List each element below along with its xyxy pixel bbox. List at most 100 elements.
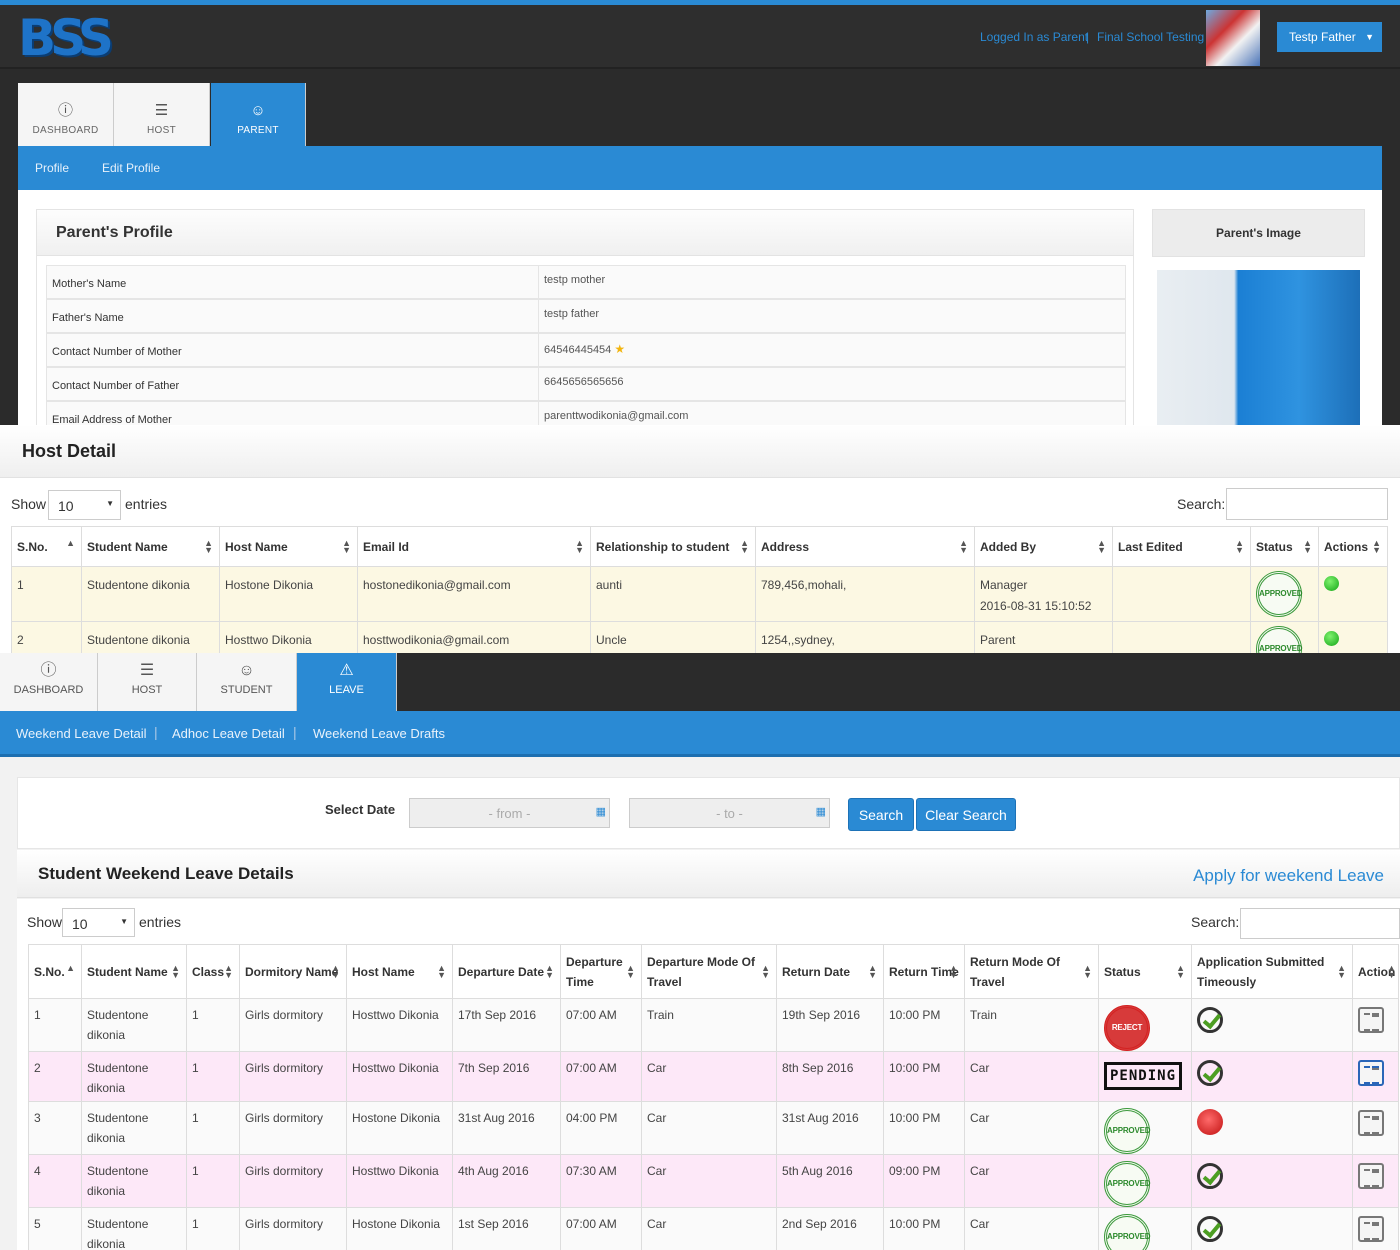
view-details-icon[interactable]: [1358, 1060, 1384, 1086]
leave-details-title: Student Weekend Leave Details: [38, 864, 294, 883]
tab-leave-label: LEAVE: [329, 684, 364, 696]
host-detail-screen: Host Detail Show 10 ▼ entries Search: S.N…: [0, 425, 1400, 653]
cell-email: hostonedikonia@gmail.com: [357, 566, 591, 622]
user-menu-label: Testp Father: [1289, 30, 1356, 44]
col-address[interactable]: Address ▲ ▼: [755, 526, 975, 567]
col-sno[interactable]: S.No. ▲: [28, 944, 82, 999]
tab-leave[interactable]: ⚠ LEAVE: [297, 653, 397, 711]
page-size-select[interactable]: 10 ▼: [62, 908, 135, 937]
col-host-name[interactable]: Host Name ▲ ▼: [219, 526, 358, 567]
col-departure-mode[interactable]: Departure Mode Of Travel ▲ ▼: [641, 944, 777, 999]
col-status[interactable]: Status ▲ ▼: [1098, 944, 1192, 999]
calendar-icon[interactable]: ▦: [815, 806, 826, 818]
subnav-weekend-leave-drafts[interactable]: Weekend Leave Drafts: [313, 726, 445, 741]
subnav-profile[interactable]: Profile: [35, 161, 70, 175]
profile-value: 6645656565656: [538, 368, 1127, 402]
apply-weekend-leave-link[interactable]: Apply for weekend Leave: [1193, 866, 1384, 885]
profile-value: testp mother: [538, 266, 1127, 300]
cell-sno: 1: [28, 998, 82, 1052]
logged-in-link[interactable]: Logged In as Parent: [980, 30, 1089, 44]
bss-logo[interactable]: BSS: [18, 9, 114, 67]
tab-dashboard[interactable]: ⓘ DASHBOARD: [18, 83, 114, 146]
view-details-icon[interactable]: [1358, 1216, 1384, 1242]
smiley-icon: ☺: [250, 102, 266, 119]
user-menu-button[interactable]: Testp Father ▼: [1277, 22, 1382, 52]
col-submitted-timeously[interactable]: Application Submitted Timeously ▲ ▼: [1191, 944, 1353, 999]
late-submission-icon: [1197, 1109, 1223, 1135]
col-return-time[interactable]: Return Time ▲ ▼: [883, 944, 965, 999]
clear-search-button[interactable]: Clear Search: [916, 798, 1016, 831]
added-by-date: 2016-08-31 15:10:52: [980, 599, 1092, 613]
from-date-input[interactable]: - from - ▦: [409, 798, 610, 828]
cell-address: 1254,,sydney,: [755, 621, 975, 653]
subnav-adhoc-leave-detail[interactable]: Adhoc Leave Detail: [172, 726, 285, 741]
col-sno[interactable]: S.No. ▲: [11, 526, 82, 567]
user-avatar[interactable]: [1206, 10, 1260, 66]
cell-student: Studentone dikonia: [81, 1101, 187, 1155]
col-return-date[interactable]: Return Date ▲ ▼: [776, 944, 884, 999]
tab-host[interactable]: ☰ HOST: [114, 83, 210, 146]
col-actions[interactable]: Actions ▲ ▼: [1318, 526, 1388, 567]
tab-host[interactable]: ☰ HOST: [98, 653, 197, 711]
app-header: [0, 5, 1400, 69]
cell-return-date: 19th Sep 2016: [776, 998, 884, 1052]
col-host-name[interactable]: Host Name ▲ ▼: [346, 944, 453, 999]
col-return-mode[interactable]: Return Mode Of Travel ▲ ▼: [964, 944, 1099, 999]
leave-search-input[interactable]: [1240, 908, 1400, 939]
calendar-icon[interactable]: ▦: [595, 806, 606, 818]
cell-return-time: 10:00 PM: [883, 998, 965, 1052]
cell-departure-time: 07:00 AM: [560, 998, 642, 1052]
col-class[interactable]: Class ▲ ▼: [186, 944, 240, 999]
col-label: Departure Date: [458, 964, 545, 979]
sort-icon: ▲ ▼: [1176, 963, 1185, 980]
tab-parent[interactable]: ☺ PARENT: [211, 83, 306, 146]
col-dormitory[interactable]: Dormitory Name ▲ ▼: [239, 944, 347, 999]
col-email[interactable]: Email Id ▲ ▼: [357, 526, 591, 567]
search-button[interactable]: Search: [848, 798, 914, 831]
profile-value: 64546445454 ★: [538, 334, 1127, 368]
subnav-edit-profile[interactable]: Edit Profile: [102, 161, 161, 175]
col-departure-time[interactable]: Departure Time ▲ ▼: [560, 944, 642, 999]
leave-table: S.No. ▲ Student Name ▲ ▼ Class ▲ ▼ Dormitory …: [28, 944, 1399, 1250]
col-label: Return Time: [889, 964, 959, 979]
tab-dashboard[interactable]: ⓘ DASHBOARD: [0, 653, 98, 711]
cell-departure-date: 31st Aug 2016: [452, 1101, 561, 1155]
col-label: Address: [761, 539, 810, 554]
profile-row: Contact Number of Mother 64546445454 ★: [46, 333, 1127, 368]
caret-down-icon: ▼: [120, 917, 128, 926]
col-added-by[interactable]: Added By ▲ ▼: [974, 526, 1113, 567]
col-relationship[interactable]: Relationship to student ▲ ▼: [590, 526, 756, 567]
to-date-input[interactable]: - to - ▦: [629, 798, 830, 828]
tab-student[interactable]: ☺ STUDENT: [197, 653, 297, 711]
cell-action: [1352, 1051, 1399, 1102]
cell-return-time: 10:00 PM: [883, 1101, 965, 1155]
col-action[interactable]: Action ▲ ▼: [1352, 944, 1399, 999]
col-label: Class: [192, 964, 225, 979]
col-last-edited[interactable]: Last Edited ▲ ▼: [1112, 526, 1251, 567]
host-search-input[interactable]: [1226, 488, 1388, 520]
col-student-name[interactable]: Student Name ▲ ▼: [81, 526, 220, 567]
view-details-icon[interactable]: [1358, 1110, 1384, 1136]
cell-return-mode: Car: [964, 1101, 1099, 1155]
col-departure-date[interactable]: Departure Date ▲ ▼: [452, 944, 561, 999]
caret-down-icon: ▼: [106, 499, 114, 508]
cell-student: Studentone dikonia: [81, 998, 187, 1052]
menu-icon: ☰: [154, 102, 169, 119]
profile-value: testp father: [538, 300, 1127, 334]
subnav-weekend-leave-detail[interactable]: Weekend Leave Detail: [16, 726, 147, 741]
cell-status: APPROVED: [1098, 1154, 1192, 1208]
cell-return-date: 5th Aug 2016: [776, 1154, 884, 1208]
col-label: Host Name: [352, 964, 415, 979]
active-status-icon[interactable]: [1324, 631, 1339, 646]
view-details-icon[interactable]: [1358, 1163, 1384, 1189]
col-student-name[interactable]: Student Name ▲ ▼: [81, 944, 187, 999]
school-link[interactable]: Final School Testing: [1097, 30, 1205, 44]
parent-profile-screen: BSS Logged In as Parent | Final School T…: [0, 0, 1400, 425]
view-details-icon[interactable]: [1358, 1007, 1384, 1033]
table-row: 2 Studentone dikonia 1 Girls dormitory H…: [28, 1051, 1399, 1102]
col-status[interactable]: Status ▲ ▼: [1250, 526, 1319, 567]
active-status-icon[interactable]: [1324, 576, 1339, 591]
cell-departure-time: 07:00 AM: [560, 1207, 642, 1250]
cell-dormitory: Girls dormitory: [239, 1051, 347, 1102]
page-size-select[interactable]: 10 ▼: [48, 490, 121, 520]
